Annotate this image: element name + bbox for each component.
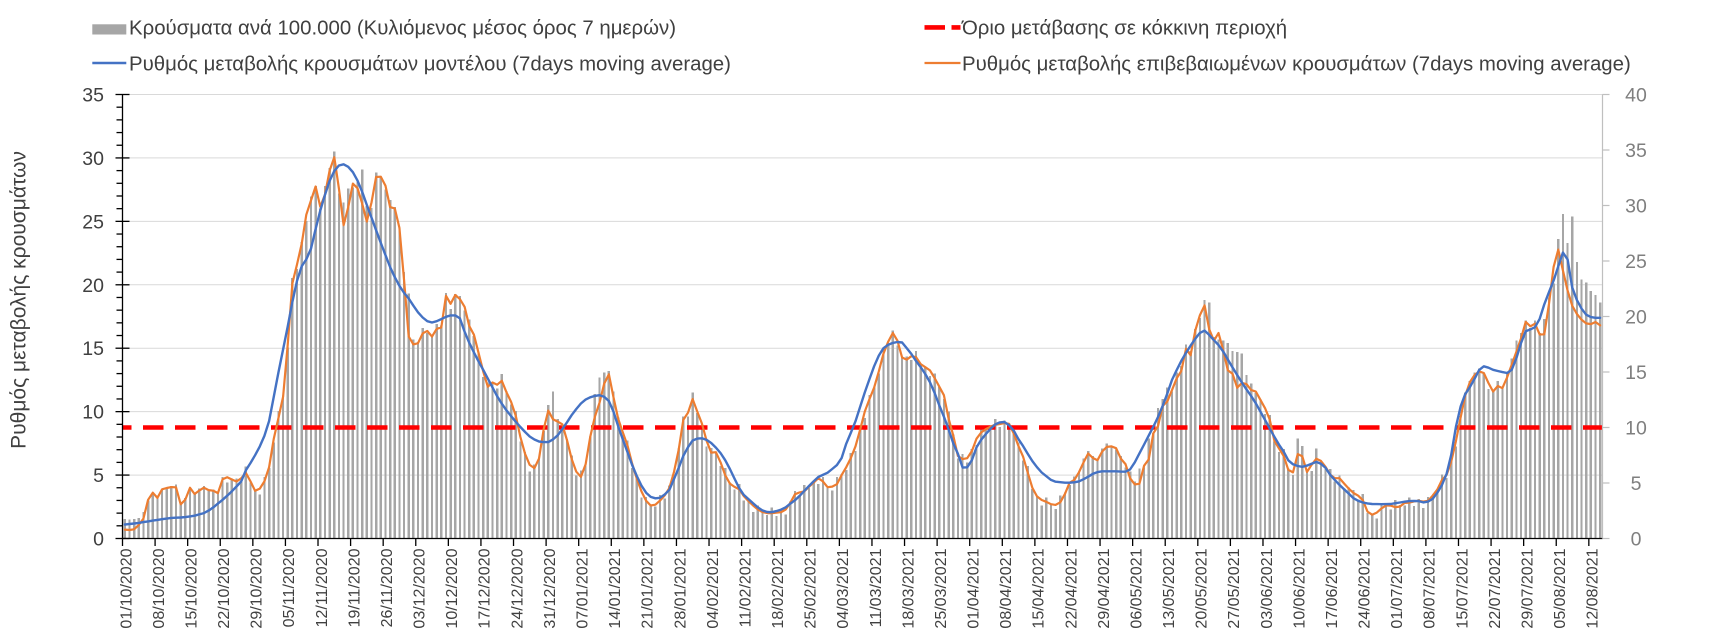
- svg-text:10/12/2020: 10/12/2020: [444, 548, 461, 628]
- svg-text:12/08/2021: 12/08/2021: [1585, 548, 1602, 628]
- svg-text:29/10/2020: 29/10/2020: [249, 548, 266, 628]
- svg-text:Όριο μετάβασης σε κόκκινη περι: Όριο μετάβασης σε κόκκινη περιοχή: [961, 18, 1287, 40]
- svg-text:22/04/2021: 22/04/2021: [1063, 548, 1080, 628]
- svg-text:30: 30: [82, 148, 104, 170]
- svg-text:27/05/2021: 27/05/2021: [1226, 548, 1243, 628]
- svg-text:Ρυθμός μεταβολής κρουσμάτων μο: Ρυθμός μεταβολής κρουσμάτων μοντέλου (7d…: [129, 54, 731, 76]
- svg-text:29/04/2021: 29/04/2021: [1096, 548, 1113, 628]
- svg-text:17/06/2021: 17/06/2021: [1324, 548, 1341, 628]
- svg-text:15/07/2021: 15/07/2021: [1454, 548, 1471, 628]
- svg-text:25/03/2021: 25/03/2021: [933, 548, 950, 628]
- svg-text:08/07/2021: 08/07/2021: [1422, 548, 1439, 628]
- svg-text:22/10/2020: 22/10/2020: [216, 548, 233, 628]
- svg-text:Ρυθμός μεταβολής κρουσμάτων: Ρυθμός μεταβολής κρουσμάτων: [8, 151, 31, 449]
- svg-text:10: 10: [82, 402, 104, 424]
- svg-text:14/01/2021: 14/01/2021: [607, 548, 624, 628]
- svg-text:35: 35: [82, 85, 104, 107]
- svg-text:18/03/2021: 18/03/2021: [900, 548, 917, 628]
- svg-text:05/11/2020: 05/11/2020: [281, 548, 298, 627]
- svg-text:15/10/2020: 15/10/2020: [183, 548, 200, 628]
- svg-text:10: 10: [1625, 418, 1647, 440]
- svg-text:01/07/2021: 01/07/2021: [1389, 548, 1406, 628]
- svg-text:03/06/2021: 03/06/2021: [1259, 548, 1276, 628]
- svg-text:06/05/2021: 06/05/2021: [1128, 548, 1145, 628]
- svg-text:04/03/2021: 04/03/2021: [835, 548, 852, 628]
- svg-text:29/07/2021: 29/07/2021: [1519, 548, 1536, 628]
- svg-text:20: 20: [82, 275, 104, 297]
- svg-text:08/04/2021: 08/04/2021: [998, 548, 1015, 628]
- svg-text:25: 25: [82, 211, 104, 233]
- svg-text:26/11/2020: 26/11/2020: [379, 548, 396, 627]
- svg-text:28/01/2021: 28/01/2021: [672, 548, 689, 628]
- svg-text:21/01/2021: 21/01/2021: [640, 548, 657, 628]
- svg-text:20: 20: [1625, 307, 1647, 329]
- svg-text:15: 15: [1625, 362, 1647, 384]
- svg-text:08/10/2020: 08/10/2020: [151, 548, 168, 628]
- svg-text:15: 15: [82, 338, 104, 360]
- svg-text:05/08/2021: 05/08/2021: [1552, 548, 1569, 628]
- svg-text:0: 0: [93, 529, 104, 551]
- svg-text:15/04/2021: 15/04/2021: [1031, 548, 1048, 628]
- svg-text:17/12/2020: 17/12/2020: [477, 548, 494, 628]
- svg-text:Κρούσματα ανά 100.000 (Κυλιόμε: Κρούσματα ανά 100.000 (Κυλιόμενος μέσος …: [129, 18, 676, 40]
- svg-text:12/11/2020: 12/11/2020: [314, 548, 331, 627]
- svg-text:20/05/2021: 20/05/2021: [1194, 548, 1211, 628]
- svg-text:11/03/2021: 11/03/2021: [868, 548, 885, 627]
- svg-text:13/05/2021: 13/05/2021: [1161, 548, 1178, 628]
- svg-text:25: 25: [1625, 251, 1647, 273]
- svg-text:19/11/2020: 19/11/2020: [346, 548, 363, 627]
- svg-text:0: 0: [1631, 529, 1642, 551]
- svg-text:10/06/2021: 10/06/2021: [1291, 548, 1308, 628]
- svg-text:24/06/2021: 24/06/2021: [1357, 548, 1374, 628]
- svg-text:25/02/2021: 25/02/2021: [803, 548, 820, 628]
- svg-text:5: 5: [1631, 473, 1642, 495]
- svg-text:18/02/2021: 18/02/2021: [770, 548, 787, 628]
- svg-text:07/01/2021: 07/01/2021: [574, 548, 591, 628]
- svg-text:40: 40: [1625, 85, 1647, 107]
- svg-text:35: 35: [1625, 140, 1647, 162]
- svg-text:30: 30: [1625, 196, 1647, 218]
- svg-text:Ρυθμός μεταβολής επιβεβαιωμένω: Ρυθμός μεταβολής επιβεβαιωμένων κρουσμάτ…: [962, 54, 1631, 76]
- svg-text:11/02/2021: 11/02/2021: [737, 548, 754, 627]
- svg-text:03/12/2020: 03/12/2020: [412, 548, 429, 628]
- svg-text:24/12/2020: 24/12/2020: [509, 548, 526, 628]
- svg-text:31/12/2020: 31/12/2020: [542, 548, 559, 628]
- svg-text:5: 5: [93, 465, 104, 487]
- svg-text:01/10/2020: 01/10/2020: [118, 548, 135, 628]
- svg-text:22/07/2021: 22/07/2021: [1487, 548, 1504, 628]
- svg-text:04/02/2021: 04/02/2021: [705, 548, 722, 628]
- svg-text:01/04/2021: 01/04/2021: [966, 548, 983, 628]
